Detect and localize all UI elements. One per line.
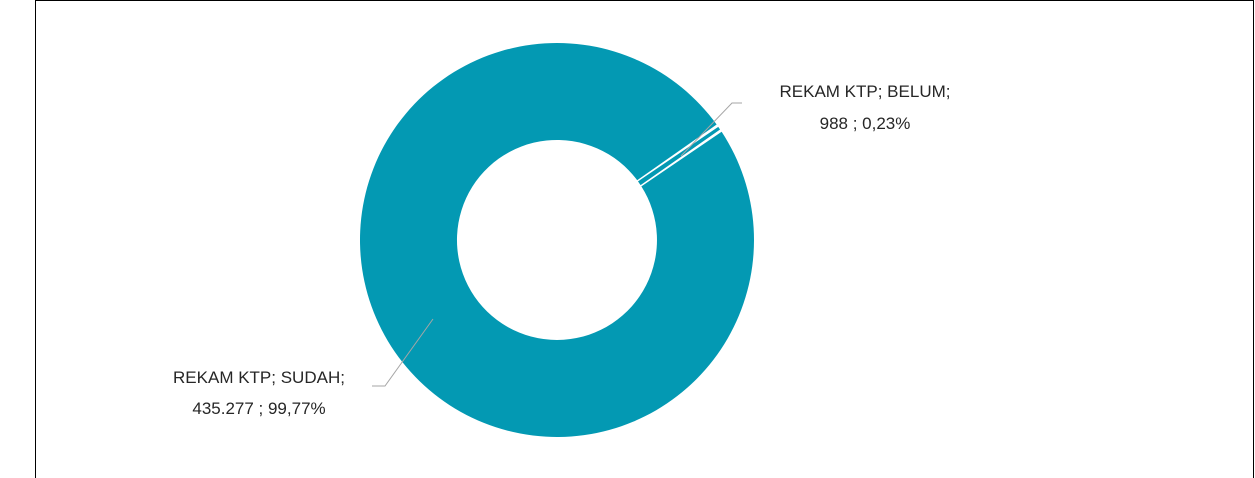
- label-sudah-line1: REKAM KTP; SUDAH;: [173, 368, 345, 387]
- leader-lines-layer: [372, 102, 742, 387]
- label-sudah: REKAM KTP; SUDAH; 435.277 ; 99,77%: [173, 368, 345, 418]
- label-belum-line1: REKAM KTP; BELUM;: [780, 82, 951, 101]
- label-belum: REKAM KTP; BELUM; 988 ; 0,23%: [780, 82, 951, 133]
- slice-sudah: [359, 43, 754, 438]
- label-belum-line2: 988 ; 0,23%: [820, 114, 911, 133]
- slices-layer: [359, 43, 754, 438]
- leader-line-belum: [680, 102, 742, 157]
- label-sudah-line2: 435.277 ; 99,77%: [192, 399, 325, 418]
- leader-line-sudah: [372, 318, 434, 387]
- slice-belum: [638, 126, 721, 186]
